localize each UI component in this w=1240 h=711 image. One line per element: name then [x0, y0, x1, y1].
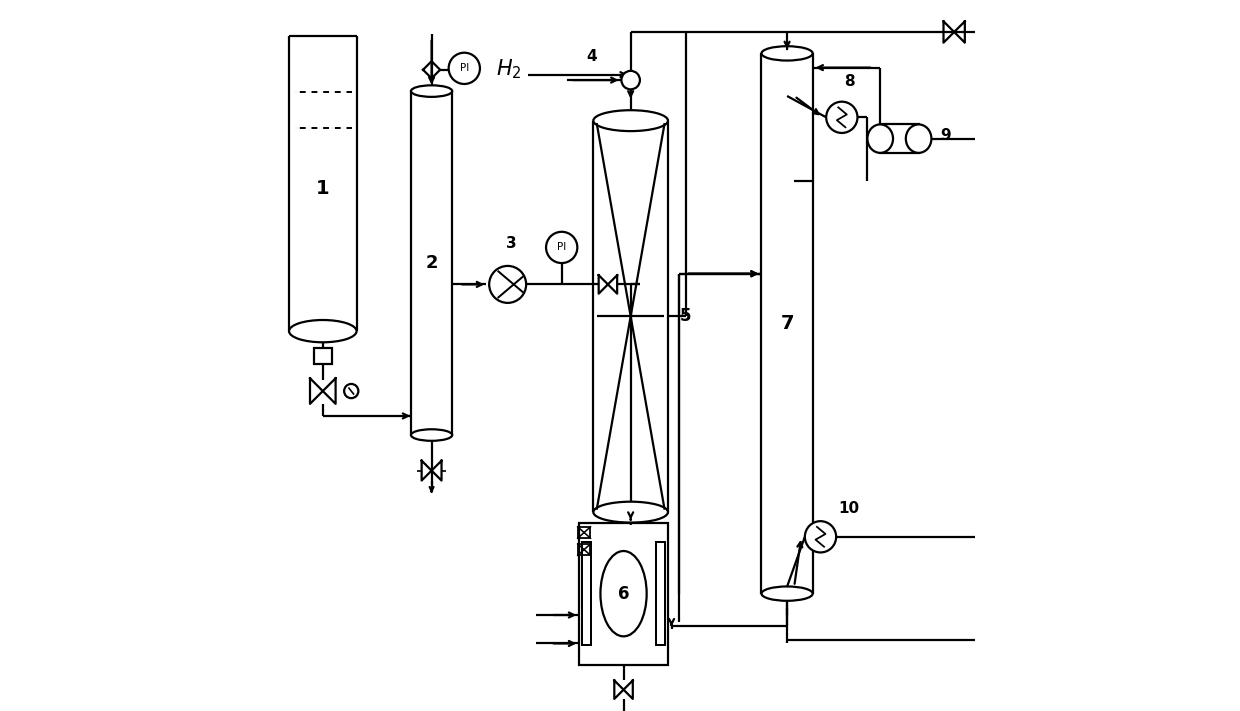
Text: 2: 2	[425, 254, 438, 272]
Text: 4: 4	[587, 49, 596, 65]
Ellipse shape	[410, 429, 453, 441]
Text: 7: 7	[780, 314, 794, 333]
Bar	[656, 542, 665, 645]
Bar	[578, 544, 590, 555]
Text: 9: 9	[940, 127, 951, 143]
Bar	[880, 124, 919, 153]
Ellipse shape	[410, 85, 453, 97]
Text: 8: 8	[843, 74, 854, 90]
Ellipse shape	[289, 320, 357, 342]
Text: $H_2$: $H_2$	[496, 57, 522, 81]
Text: PI: PI	[557, 242, 567, 252]
Text: 1: 1	[316, 179, 330, 198]
Ellipse shape	[593, 110, 668, 131]
Text: 6: 6	[618, 584, 630, 603]
Circle shape	[546, 232, 578, 263]
Bar	[314, 348, 332, 364]
Bar	[578, 527, 590, 538]
Text: PI: PI	[460, 63, 469, 73]
Bar	[582, 542, 591, 645]
Ellipse shape	[868, 124, 893, 153]
Circle shape	[489, 266, 526, 303]
Circle shape	[449, 53, 480, 84]
Circle shape	[621, 71, 640, 90]
Ellipse shape	[593, 502, 668, 523]
Ellipse shape	[600, 551, 647, 636]
Bar	[579, 523, 668, 665]
Circle shape	[805, 521, 836, 552]
Text: 3: 3	[506, 236, 517, 252]
Circle shape	[826, 102, 858, 133]
Ellipse shape	[761, 587, 812, 601]
Text: 5: 5	[680, 307, 692, 326]
Ellipse shape	[906, 124, 931, 153]
Ellipse shape	[761, 46, 812, 60]
Text: 10: 10	[838, 501, 859, 516]
